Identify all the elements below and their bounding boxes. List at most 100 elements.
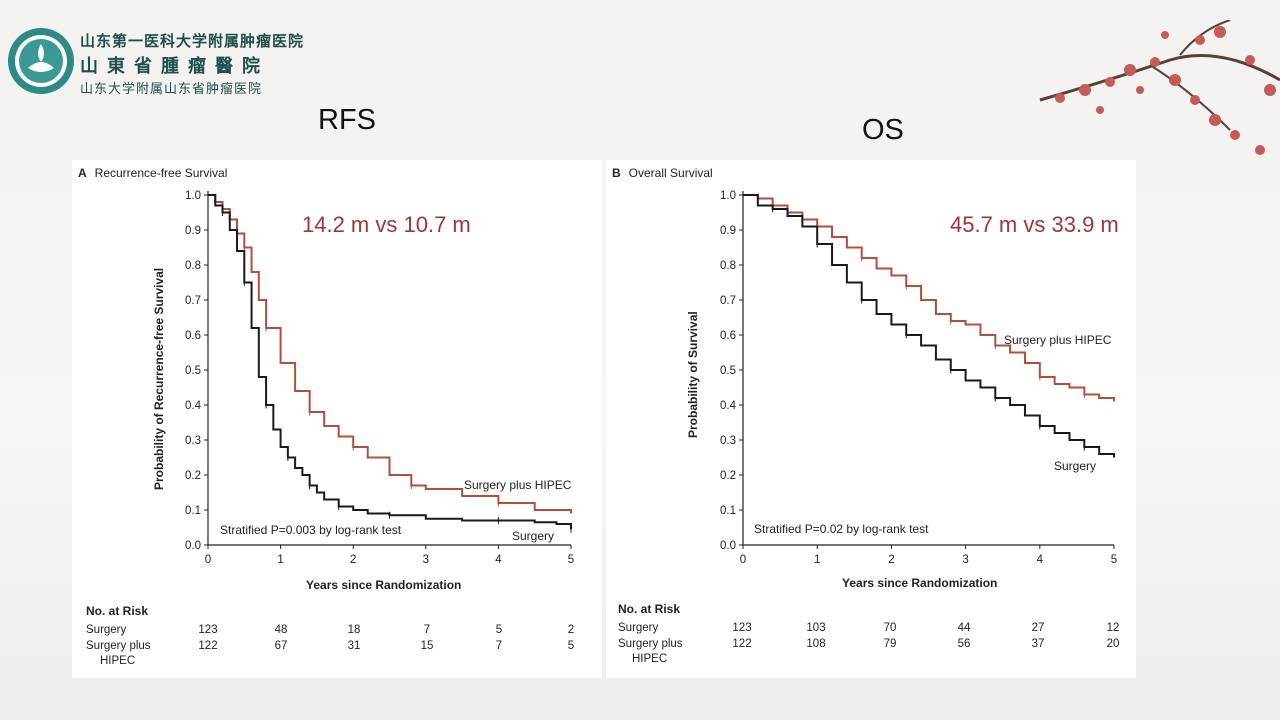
risk-table-heading: No. at Risk (86, 604, 149, 618)
x-tick-label: 0 (205, 554, 211, 566)
y-tick-label: 0.8 (720, 260, 736, 272)
risk-value: 18 (347, 624, 361, 636)
risk-value: 7 (495, 640, 503, 652)
y-tick-label: 1.0 (720, 190, 736, 202)
x-axis-label: Years since Randomization (842, 576, 998, 590)
chart-title-text: Overall Survival (628, 166, 713, 180)
y-tick-label: 0.5 (185, 365, 201, 377)
x-tick-label: 2 (350, 554, 356, 566)
p-value-text: Stratified P=0.02 by log-rank test (754, 522, 929, 536)
risk-value: 56 (957, 638, 971, 650)
x-tick-label: 4 (495, 554, 502, 566)
os-chart-panel: B Overall Survival 0.0 0.1 0.2 0.3 0.4 0.5 0.6 0… (606, 160, 1136, 678)
x-tick-label: 4 (1037, 554, 1044, 566)
rfs-plot: 0.0 0.1 0.2 0.3 0.4 0.5 0.6 0.7 0.8 0.9 1.0 0 1 2 3 4 5 (185, 190, 574, 566)
p-value-text: Stratified P=0.003 by log-rank test (220, 523, 402, 537)
os-plot: 0.0 0.1 0.2 0.3 0.4 0.5 0.6 0.7 0.8 0.9 1.0 0 1 2 3 4 5 (720, 190, 1117, 566)
risk-value: 2 (567, 624, 575, 636)
y-tick-label: 0.0 (185, 540, 201, 552)
risk-value: 122 (732, 638, 752, 650)
y-axis-label: Probability of Recurrence-free Survival (152, 267, 166, 490)
rfs-chart-panel: A Recurrence-free Survival 0.0 0.1 0.2 0.3 0.… (72, 160, 602, 678)
hospital-name-line2: 山東省腫瘤醫院 (80, 56, 269, 77)
y-tick-label: 0.2 (720, 470, 736, 482)
risk-value: 27 (1031, 622, 1045, 634)
hipec-curve (208, 194, 572, 514)
y-tick-label: 0.9 (185, 225, 201, 237)
risk-value: 31 (347, 640, 361, 652)
x-tick-label: 3 (962, 554, 968, 566)
y-tick-label: 0.4 (185, 400, 202, 412)
y-tick-label: 0.7 (720, 295, 736, 307)
hipec-series-label: Surgery plus HIPEC (1004, 333, 1112, 347)
risk-value: 37 (1031, 638, 1045, 650)
hospital-name-line3: 山东大学附属山东省肿瘤医院 (80, 82, 263, 97)
y-tick-label: 0.2 (185, 470, 201, 482)
risk-row-label: Surgery plus (618, 638, 683, 650)
y-tick-label: 0.6 (185, 330, 201, 342)
panel-letter: A (78, 166, 87, 180)
risk-value: 122 (198, 640, 218, 652)
x-tick-label: 2 (888, 554, 894, 566)
risk-value: 123 (198, 624, 218, 636)
x-tick-label: 0 (740, 554, 746, 566)
y-axis-label: Probability of Survival (686, 311, 700, 438)
y-tick-label: 0.6 (720, 330, 736, 342)
risk-value: 123 (732, 622, 752, 634)
risk-value: 7 (423, 624, 431, 636)
risk-value: 5 (495, 624, 503, 636)
surgery-series-label: Surgery (1054, 459, 1097, 473)
chart-title-text: Recurrence-free Survival (94, 166, 228, 180)
hospital-logo (8, 28, 74, 94)
chart-title: B Overall Survival (612, 166, 713, 180)
median-comparison-text: 14.2 m vs 10.7 m (302, 212, 471, 237)
hospital-name-line1: 山东第一医科大学附属肿瘤医院 (80, 32, 305, 50)
hipec-series-label: Surgery plus HIPEC (464, 478, 572, 492)
x-tick-label: 1 (277, 554, 283, 566)
os-title: OS (862, 114, 904, 146)
panel-letter: B (612, 166, 621, 180)
median-comparison-text: 45.7 m vs 33.9 m (950, 212, 1119, 237)
risk-row-label-cont: HIPEC (100, 655, 136, 667)
risk-table: No. at Risk Surgery Surgery plus HIPEC 1… (86, 604, 596, 674)
plum-blossom-decoration (1039, 20, 1280, 155)
risk-row-label: Surgery (86, 624, 127, 636)
x-tick-label: 3 (423, 554, 429, 566)
risk-value: 67 (274, 640, 288, 652)
y-tick-label: 0.4 (720, 400, 737, 412)
x-axis-label: Years since Randomization (306, 578, 462, 592)
risk-value: 5 (567, 640, 575, 652)
y-tick-label: 0.8 (185, 260, 201, 272)
y-tick-label: 0.7 (185, 295, 201, 307)
x-tick-label: 5 (1111, 554, 1117, 566)
y-tick-label: 0.5 (720, 365, 736, 377)
y-tick-label: 0.1 (720, 505, 736, 517)
risk-value: 79 (883, 638, 897, 650)
hipec-curve (743, 194, 1115, 402)
surgery-curve (743, 194, 1115, 458)
risk-value: 15 (420, 640, 434, 652)
risk-row-label: Surgery plus (86, 640, 151, 652)
risk-value: 108 (806, 638, 826, 650)
chart-title: A Recurrence-free Survival (78, 166, 227, 180)
risk-value: 20 (1106, 638, 1120, 650)
y-tick-label: 0.3 (720, 435, 736, 447)
x-tick-label: 1 (814, 554, 820, 566)
x-tick-label: 5 (568, 554, 574, 566)
y-tick-label: 0.0 (720, 540, 736, 552)
y-tick-label: 0.3 (185, 435, 201, 447)
y-tick-label: 1.0 (185, 190, 201, 202)
risk-value: 48 (274, 624, 288, 636)
risk-row-label: Surgery (618, 622, 659, 634)
risk-table-heading: No. at Risk (618, 602, 681, 616)
risk-value: 44 (957, 622, 971, 634)
risk-row-label-cont: HIPEC (632, 653, 668, 665)
y-tick-label: 0.1 (185, 505, 201, 517)
rfs-title: RFS (318, 104, 376, 136)
surgery-series-label: Surgery (512, 529, 555, 543)
risk-value: 103 (806, 622, 826, 634)
risk-table: No. at Risk Surgery Surgery plus HIPEC 1… (618, 602, 1128, 672)
surgery-curve (208, 194, 572, 530)
risk-value: 70 (883, 622, 897, 634)
y-tick-label: 0.9 (720, 225, 736, 237)
